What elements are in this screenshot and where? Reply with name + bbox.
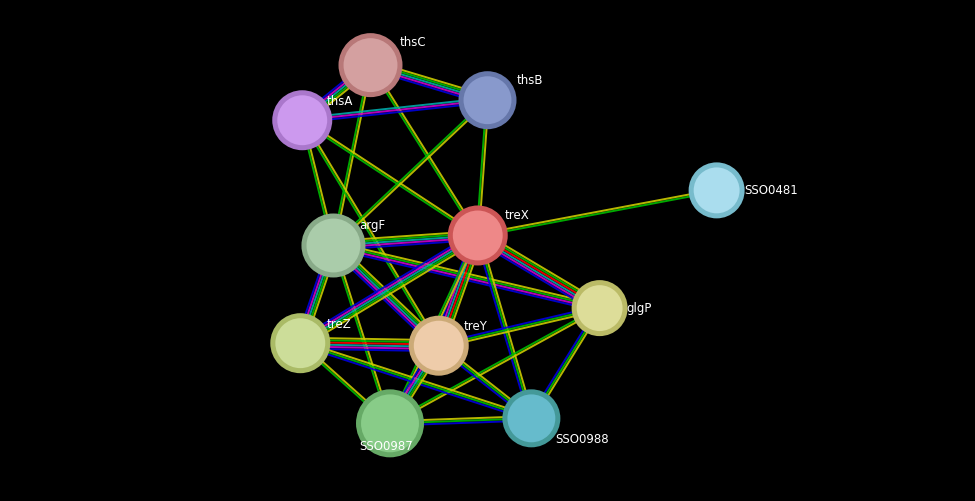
Circle shape: [502, 389, 561, 447]
Circle shape: [342, 37, 399, 93]
Text: glgP: glgP: [626, 302, 651, 315]
Circle shape: [451, 209, 504, 262]
Circle shape: [458, 71, 517, 129]
Text: treX: treX: [505, 209, 529, 222]
Text: treY: treY: [464, 320, 488, 333]
Text: treZ: treZ: [327, 318, 351, 331]
Text: SSO0481: SSO0481: [744, 184, 798, 197]
Circle shape: [274, 317, 327, 369]
Text: argF: argF: [359, 219, 385, 232]
Circle shape: [571, 280, 628, 336]
Circle shape: [301, 213, 366, 278]
Circle shape: [305, 217, 362, 274]
Circle shape: [270, 313, 331, 373]
Text: thsA: thsA: [327, 95, 353, 108]
Circle shape: [338, 33, 403, 97]
Text: SSO0988: SSO0988: [556, 433, 609, 446]
Circle shape: [409, 316, 469, 376]
Circle shape: [448, 205, 508, 266]
Circle shape: [506, 393, 557, 443]
Circle shape: [360, 393, 420, 453]
Circle shape: [412, 320, 465, 372]
Circle shape: [356, 389, 424, 457]
Circle shape: [692, 166, 741, 214]
Circle shape: [272, 90, 332, 150]
Circle shape: [688, 162, 745, 218]
Text: thsB: thsB: [517, 74, 543, 87]
Text: SSO0987: SSO0987: [359, 440, 412, 453]
Circle shape: [462, 75, 513, 125]
Circle shape: [276, 94, 329, 146]
Text: thsC: thsC: [400, 36, 426, 49]
Circle shape: [575, 284, 624, 332]
